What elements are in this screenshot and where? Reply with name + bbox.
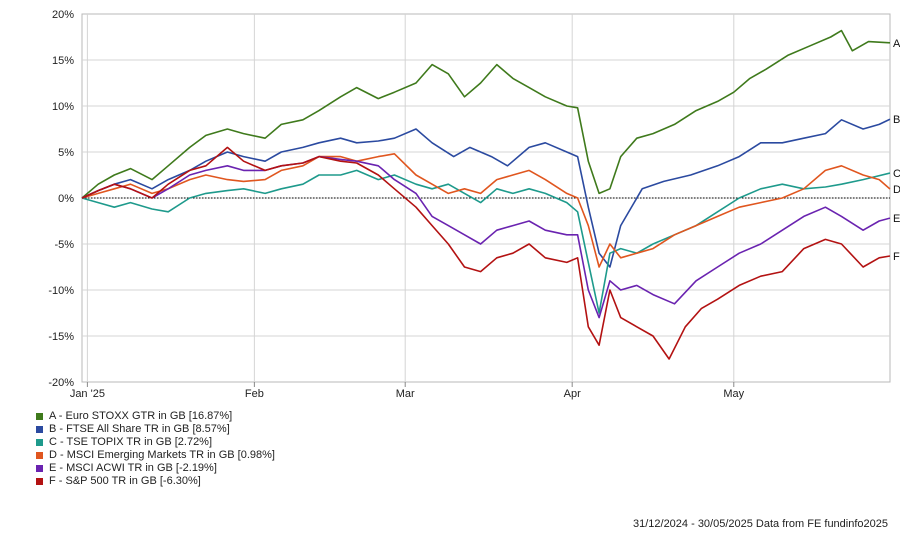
legend-swatch xyxy=(36,465,43,472)
x-axis: Jan '25 Feb Mar Apr May xyxy=(70,382,745,400)
series-end-label: D xyxy=(893,184,900,196)
legend-item-f: F - S&P 500 TR in GB [-6.30%] xyxy=(36,475,275,488)
legend-item-e: E - MSCI ACWI TR in GB [-2.19%] xyxy=(36,462,275,475)
legend-label: D - MSCI Emerging Markets TR in GB [0.98… xyxy=(49,449,275,461)
series-line-f xyxy=(81,146,891,360)
y-tick-label: -15% xyxy=(48,331,74,343)
series-line-a xyxy=(81,29,891,199)
legend-swatch xyxy=(36,452,43,459)
x-tick-label: Feb xyxy=(245,388,264,400)
x-tick-label: Jan '25 xyxy=(70,388,105,400)
series-end-label: A xyxy=(893,38,900,50)
end-labels: A B CD E F xyxy=(893,38,900,263)
y-tick-label: -10% xyxy=(48,285,74,297)
y-tick-label: 10% xyxy=(52,101,74,113)
legend-label: B - FTSE All Share TR in GB [8.57%] xyxy=(49,423,230,435)
y-tick-label: 15% xyxy=(52,55,74,67)
y-tick-label: 0% xyxy=(58,193,74,205)
series-line-e xyxy=(81,155,891,319)
legend-swatch xyxy=(36,426,43,433)
legend-swatch xyxy=(36,439,43,446)
series-end-label: F xyxy=(893,251,900,263)
series-end-label: E xyxy=(893,213,900,225)
legend: A - Euro STOXX GTR in GB [16.87%] B - FT… xyxy=(36,410,275,488)
legend-label: E - MSCI ACWI TR in GB [-2.19%] xyxy=(49,462,217,474)
y-tick-label: -5% xyxy=(54,239,74,251)
y-tick-label: 20% xyxy=(52,9,74,21)
series-end-label: B xyxy=(893,114,900,126)
legend-item-b: B - FTSE All Share TR in GB [8.57%] xyxy=(36,423,275,436)
x-tick-label: Mar xyxy=(396,388,415,400)
legend-item-a: A - Euro STOXX GTR in GB [16.87%] xyxy=(36,410,275,423)
legend-label: C - TSE TOPIX TR in GB [2.72%] xyxy=(49,436,213,448)
series-lines xyxy=(81,29,891,360)
series-line-c xyxy=(81,169,891,314)
legend-item-c: C - TSE TOPIX TR in GB [2.72%] xyxy=(36,436,275,449)
performance-chart: 20% 15% 10% 5% 0% -5% -10% -15% -20% Jan '25 Feb M… xyxy=(48,9,900,400)
y-axis: 20% 15% 10% 5% 0% -5% -10% -15% -20% xyxy=(48,9,74,389)
x-tick-label: Apr xyxy=(564,388,581,400)
series-line-b xyxy=(81,118,891,268)
x-tick-label: May xyxy=(723,388,744,400)
legend-label: A - Euro STOXX GTR in GB [16.87%] xyxy=(49,410,233,422)
footer-date-range: 31/12/2024 - 30/05/2025 Data from FE fun… xyxy=(632,518,888,530)
legend-swatch xyxy=(36,413,43,420)
y-tick-label: 5% xyxy=(58,147,74,159)
legend-item-d: D - MSCI Emerging Markets TR in GB [0.98… xyxy=(36,449,275,462)
y-tick-label: -20% xyxy=(48,377,74,389)
series-end-label: C xyxy=(893,168,900,180)
series-line-d xyxy=(81,153,891,268)
legend-label: F - S&P 500 TR in GB [-6.30%] xyxy=(49,475,201,487)
legend-swatch xyxy=(36,478,43,485)
